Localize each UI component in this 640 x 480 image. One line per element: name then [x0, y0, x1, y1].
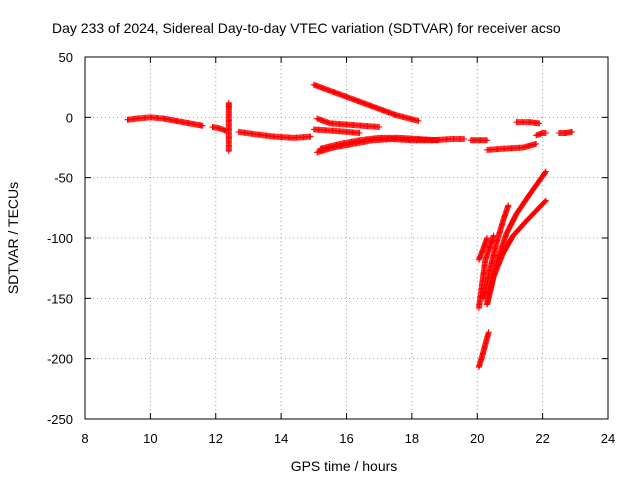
x-tick-label: 14 — [274, 431, 288, 446]
data-point — [415, 117, 422, 124]
data-point — [542, 198, 549, 205]
data-points — [124, 81, 576, 371]
y-tick-label: 50 — [59, 50, 73, 65]
data-point — [569, 128, 576, 135]
data-point — [484, 235, 491, 241]
data-point — [307, 133, 314, 140]
data-point — [225, 148, 232, 155]
y-tick-label: -200 — [47, 352, 73, 367]
y-tick-label: -50 — [54, 171, 73, 186]
data-point — [542, 168, 549, 175]
data-point — [376, 123, 383, 130]
data-point — [533, 140, 540, 147]
x-tick-label: 10 — [143, 431, 157, 446]
y-axis-label: SDTVAR / TECUs — [5, 182, 21, 294]
data-point — [542, 197, 549, 204]
plot-frame — [84, 56, 609, 420]
data-point — [542, 130, 549, 137]
x-tick-label: 22 — [535, 431, 549, 446]
x-axis-ticks: 8 10 12 14 16 18 20 22 24 — [81, 57, 615, 446]
x-tick-label: 16 — [339, 431, 353, 446]
x-tick-label: 18 — [405, 431, 419, 446]
data-point — [505, 202, 512, 209]
x-tick-label: 20 — [470, 431, 484, 446]
y-axis-ticks: 50 0 -50 -100 -150 -200 -250 — [47, 50, 608, 427]
x-axis-label: GPS time / hours — [291, 458, 398, 474]
grid-lines — [85, 57, 608, 419]
x-tick-label: 8 — [81, 431, 88, 446]
data-point — [542, 169, 549, 176]
data-point — [435, 137, 442, 144]
data-point — [536, 120, 543, 127]
x-tick-label: 12 — [209, 431, 223, 446]
data-point — [356, 130, 363, 137]
chart-title: Day 233 of 2024, Sidereal Day-to-day VTE… — [52, 20, 561, 36]
y-tick-label: -100 — [47, 231, 73, 246]
data-point — [461, 136, 468, 143]
y-tick-label: 0 — [66, 110, 73, 125]
data-point — [484, 137, 491, 144]
y-tick-label: -250 — [47, 412, 73, 427]
data-point — [199, 122, 206, 129]
x-tick-label: 24 — [601, 431, 615, 446]
data-point — [485, 329, 492, 336]
y-tick-label: -150 — [47, 291, 73, 306]
